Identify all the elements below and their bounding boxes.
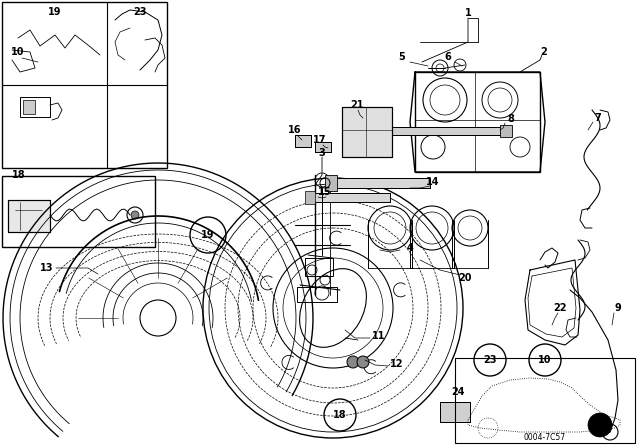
Text: 17: 17: [313, 135, 327, 145]
Bar: [305, 191, 315, 204]
Text: 9: 9: [614, 303, 621, 313]
Circle shape: [588, 413, 612, 437]
Bar: [325, 175, 337, 191]
Bar: [342, 107, 392, 157]
Circle shape: [347, 356, 359, 368]
Text: 13: 13: [40, 263, 54, 273]
Bar: [8, 200, 50, 232]
Bar: [295, 135, 311, 147]
Bar: [305, 258, 333, 276]
Circle shape: [131, 211, 139, 219]
Bar: [330, 178, 430, 188]
Bar: [342, 107, 392, 157]
Bar: [315, 142, 331, 152]
Bar: [2, 2, 167, 168]
Text: 2: 2: [541, 47, 547, 57]
Text: 1: 1: [465, 8, 472, 18]
Bar: [20, 97, 50, 117]
Text: 18: 18: [333, 410, 347, 420]
Text: 0004-7C57: 0004-7C57: [524, 434, 566, 443]
Text: 21: 21: [350, 100, 364, 110]
Bar: [2, 176, 155, 247]
Text: 4: 4: [406, 243, 413, 253]
Bar: [358, 127, 503, 135]
Bar: [315, 142, 331, 152]
Bar: [358, 127, 503, 135]
Bar: [297, 287, 337, 302]
Bar: [295, 135, 311, 147]
Text: 6: 6: [445, 52, 451, 62]
Bar: [330, 178, 430, 188]
Bar: [500, 125, 512, 137]
Bar: [455, 358, 635, 443]
Text: 23: 23: [133, 7, 147, 17]
Text: 19: 19: [48, 7, 61, 17]
Text: 22: 22: [553, 303, 567, 313]
Text: 5: 5: [399, 52, 405, 62]
Text: 20: 20: [458, 273, 472, 283]
Text: 18: 18: [12, 170, 26, 180]
Bar: [440, 402, 470, 422]
Text: 24: 24: [451, 387, 465, 397]
Circle shape: [357, 356, 369, 368]
Bar: [310, 193, 390, 202]
Text: 12: 12: [390, 359, 403, 369]
Text: 10: 10: [538, 355, 552, 365]
Bar: [23, 100, 35, 114]
Text: 3: 3: [319, 148, 325, 158]
Text: 7: 7: [595, 113, 602, 123]
Bar: [8, 200, 50, 232]
Bar: [440, 402, 470, 422]
Text: 16: 16: [288, 125, 301, 135]
Text: 8: 8: [508, 114, 515, 124]
Text: 23: 23: [483, 355, 497, 365]
Text: 14: 14: [426, 177, 440, 187]
Text: 11: 11: [372, 331, 385, 341]
Text: 15: 15: [318, 187, 332, 197]
Bar: [310, 193, 390, 202]
Text: 19: 19: [201, 230, 215, 240]
Text: 10: 10: [12, 47, 25, 57]
Bar: [415, 72, 540, 172]
